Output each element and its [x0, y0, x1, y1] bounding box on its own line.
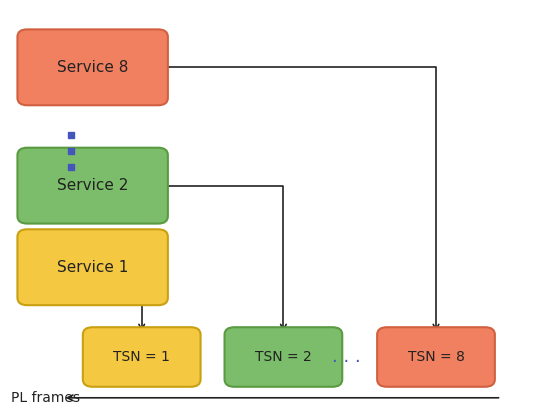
Text: TSN = 8: TSN = 8: [408, 350, 464, 364]
FancyBboxPatch shape: [377, 327, 495, 387]
Text: TSN = 2: TSN = 2: [255, 350, 312, 364]
FancyBboxPatch shape: [17, 148, 168, 224]
Text: PL frames: PL frames: [11, 391, 80, 405]
FancyBboxPatch shape: [83, 327, 201, 387]
Text: TSN = 1: TSN = 1: [113, 350, 170, 364]
FancyBboxPatch shape: [17, 229, 168, 305]
Text: . . .: . . .: [332, 348, 360, 366]
Text: Service 2: Service 2: [57, 178, 128, 193]
Text: Service 1: Service 1: [57, 260, 128, 275]
FancyBboxPatch shape: [225, 327, 342, 387]
FancyBboxPatch shape: [17, 29, 168, 105]
Text: Service 8: Service 8: [57, 60, 128, 75]
